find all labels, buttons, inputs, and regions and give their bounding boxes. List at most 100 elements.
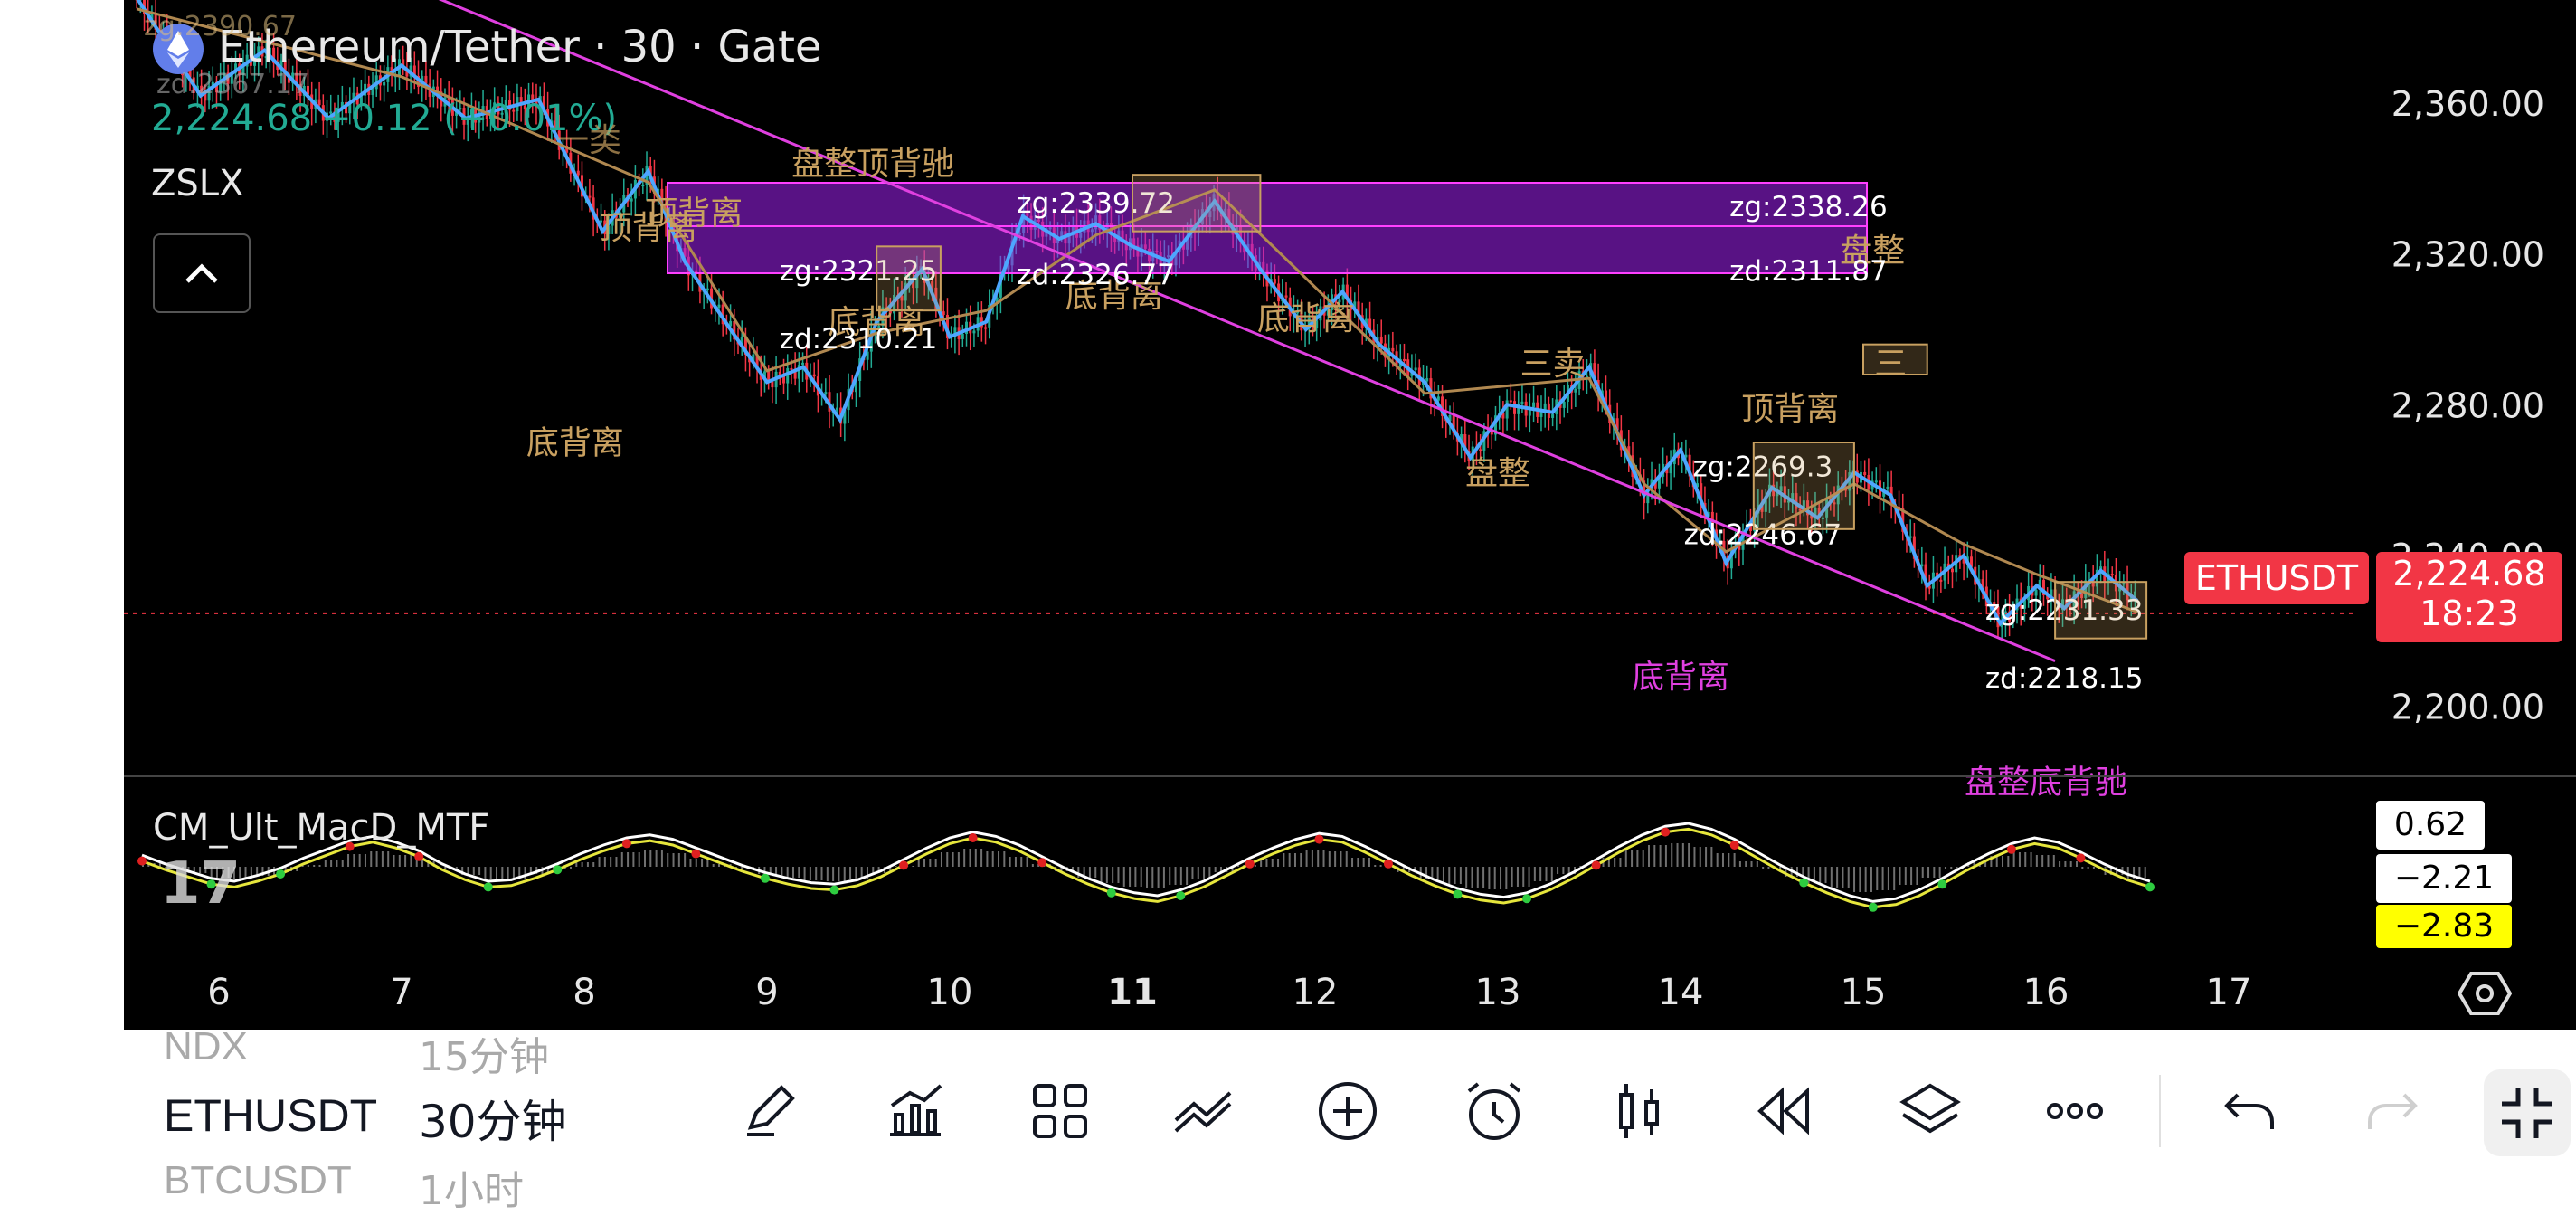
macd-histogram-bar	[713, 864, 715, 867]
macd-cross-dot	[830, 886, 839, 895]
layers-button[interactable]	[1894, 1075, 1966, 1147]
macd-histogram-bar	[787, 867, 789, 878]
macd-cross-dot	[1107, 888, 1116, 898]
macd-title[interactable]: CM_Ult_MacD_MTF	[153, 807, 489, 849]
layout-grid-button[interactable]	[1024, 1075, 1096, 1147]
macd-histogram-bar	[1141, 867, 1142, 887]
macd-histogram-bar	[844, 867, 846, 881]
indicator-name[interactable]: ZSLX	[151, 163, 243, 204]
macd-histogram-bar	[804, 867, 806, 880]
macd-histogram-bar	[798, 867, 800, 878]
macd-histogram-bar	[1203, 867, 1205, 879]
macd-cross-dot	[1799, 879, 1808, 888]
watch-next-tf[interactable]: 1小时	[419, 1158, 524, 1216]
macd-histogram-bar	[2053, 855, 2055, 867]
macd-histogram-bar	[1551, 867, 1553, 881]
macd-histogram-bar	[1945, 867, 1946, 869]
candle-body	[813, 375, 816, 376]
macd-histogram-bar	[2076, 861, 2078, 867]
overlay-label: 一类	[556, 114, 621, 161]
overlay-zg-top: zg:2390.67	[144, 11, 297, 43]
x-tick-label: 15	[1841, 972, 1887, 1013]
pivot-box	[876, 246, 941, 310]
macd-histogram-bar	[2019, 852, 2021, 867]
macd-histogram-bar	[1848, 867, 1850, 888]
macd-histogram-bar	[1522, 867, 1524, 887]
chart-title[interactable]: Ethereum/Tether · 30 · Gate	[218, 22, 821, 72]
macd-histogram-bar	[1277, 859, 1279, 867]
macd-histogram-bar	[1169, 867, 1170, 885]
more-button[interactable]	[2039, 1075, 2111, 1147]
alert-button[interactable]	[1458, 1075, 1530, 1147]
macd-histogram-bar	[2036, 855, 2038, 867]
macd-histogram-bar	[1705, 847, 1707, 867]
macd-histogram-bar	[1272, 859, 1274, 867]
macd-cross-dot	[276, 869, 285, 879]
macd-histogram-bar	[342, 860, 344, 867]
indicators-button[interactable]	[879, 1075, 952, 1147]
macd-histogram-bar	[1653, 845, 1655, 867]
macd-histogram-bar	[923, 859, 925, 867]
candle-body	[824, 392, 827, 394]
y-tick-label: 2,200.00	[2391, 688, 2544, 727]
macd-histogram-bar	[1003, 851, 1005, 867]
watch-prev-tf[interactable]: 15分钟	[419, 1024, 549, 1082]
candle-body	[836, 408, 838, 411]
macd-histogram-bar	[1380, 865, 1382, 867]
macd-histogram-bar	[1312, 850, 1313, 867]
chart-annotation: 顶背离	[1741, 391, 1839, 428]
watch-symbol[interactable]: ETHUSDT	[164, 1089, 390, 1142]
zone-label: zd:2311.87	[1729, 255, 1888, 288]
macd-histogram-bar	[1870, 867, 1872, 892]
macd-histogram-bar	[1882, 867, 1884, 890]
macd-histogram-bar	[621, 852, 623, 867]
watch-prev-symbol[interactable]: NDX	[164, 1024, 248, 1069]
macd-histogram-bar	[347, 854, 349, 867]
redo-button[interactable]	[2357, 1075, 2429, 1147]
undo-button[interactable]	[2212, 1075, 2285, 1147]
drawing-lines-icon	[1170, 1078, 1236, 1144]
candle-body	[1415, 367, 1417, 370]
macd-histogram-bar	[1283, 853, 1284, 867]
macd-histogram-bar	[1819, 867, 1821, 883]
macd-histogram-bar	[1346, 851, 1348, 867]
toolbar-divider	[2159, 1075, 2161, 1147]
pencil-button[interactable]	[734, 1075, 807, 1147]
add-button[interactable]	[1312, 1075, 1384, 1147]
replay-button[interactable]	[1747, 1075, 1820, 1147]
macd-histogram-bar	[1494, 867, 1496, 889]
macd-histogram-bar	[1836, 867, 1838, 888]
macd-histogram-bar	[1146, 867, 1148, 888]
fullscreen-button[interactable]	[2484, 1069, 2571, 1156]
collapse-button[interactable]	[153, 233, 251, 313]
chart-panel[interactable]: 顶背离顶背离盘整顶背驰底背离底背离底背离底背离三卖盘整顶背离盘整三底背离盘整底背…	[124, 0, 2576, 1030]
chart-annotation: 盘整顶背驰	[791, 146, 954, 183]
price-chart[interactable]: 顶背离顶背离盘整顶背驰底背离底背离底背离底背离三卖盘整顶背离盘整三底背离盘整底背…	[124, 0, 2576, 1030]
macd-histogram-bar	[1363, 858, 1365, 867]
chart-type-button[interactable]	[1603, 1075, 1675, 1147]
watch-next-symbol[interactable]: BTCUSDT	[164, 1158, 352, 1203]
axis-settings-button[interactable]	[2458, 968, 2512, 1019]
macd-histogram-bar	[929, 859, 931, 867]
macd-histogram-bar	[1306, 850, 1308, 867]
macd-histogram-bar	[496, 867, 497, 879]
macd-histogram-bar	[1693, 847, 1695, 867]
macd-histogram-bar	[1186, 867, 1188, 885]
macd-histogram-bar	[353, 854, 355, 867]
macd-histogram-bar	[1351, 858, 1353, 867]
watch-timeframe[interactable]: 30分钟	[419, 1086, 567, 1151]
macd-histogram-bar	[1020, 857, 1022, 867]
macd-histogram-bar	[1357, 858, 1359, 867]
macd-histogram-bar	[1009, 857, 1011, 867]
macd-histogram-bar	[1477, 867, 1479, 888]
drawing-tools-button[interactable]	[1167, 1075, 1239, 1147]
macd-histogram-bar	[1728, 853, 1729, 867]
macd-histogram-bar	[627, 852, 629, 867]
macd-cross-dot	[1176, 891, 1185, 900]
macd-histogram-bar	[969, 849, 971, 867]
macd-histogram-bar	[684, 853, 686, 867]
macd-histogram-bar	[1454, 867, 1456, 884]
macd-histogram-bar	[1198, 867, 1199, 879]
macd-histogram-bar	[1340, 851, 1341, 867]
macd-histogram-bar	[387, 851, 389, 867]
